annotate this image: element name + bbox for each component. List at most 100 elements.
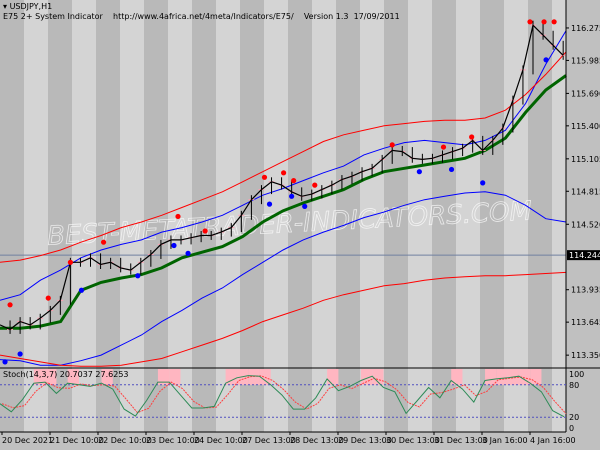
stoch-d-line (1, 375, 567, 415)
sell-signal-dot (100, 239, 107, 245)
price-tick-label: 115.400 (571, 122, 600, 131)
background-stripe (48, 0, 72, 432)
overbought-zone (485, 369, 497, 385)
overbought-zone (33, 369, 46, 385)
sell-signal-dot (7, 302, 13, 308)
sell-signal-dot (469, 134, 475, 140)
sell-signal-dot (261, 174, 268, 180)
stoch-k-line (0, 375, 565, 418)
background-stripe (480, 0, 504, 432)
sell-signal-dot (527, 19, 533, 25)
buy-signal-dot (480, 180, 486, 186)
indicator-url: http://www.4africa.net/4meta/Indicators/… (113, 12, 294, 21)
overbought-zone (225, 369, 237, 385)
buy-signal-dot (302, 203, 308, 209)
blue-indicator-line (0, 191, 567, 366)
sell-signal-dot (280, 170, 287, 176)
time-tick-label: 22 Dec 10:00 (98, 436, 152, 445)
overbought-zone (518, 369, 531, 385)
stoch-tick-label: 0 (569, 424, 574, 433)
background-stripe (120, 0, 144, 432)
overbought-zone (101, 369, 113, 385)
overbought-zone (45, 369, 57, 385)
overbought-zone (67, 369, 79, 385)
background-stripe (144, 0, 168, 432)
background-stripe (384, 0, 408, 432)
time-tick-label: 24 Dec 10:00 (194, 436, 248, 445)
symbol-text: USDJPY,H1 (9, 2, 53, 11)
symbol-label: ▾ USDJPY,H1 (3, 2, 53, 11)
background-stripe (96, 0, 120, 432)
price-tick-label: 113.645 (571, 318, 600, 327)
buy-signal-dot (289, 193, 295, 199)
blue-indicator-line (0, 30, 567, 301)
indicator-header: E75 2+ System Indicator http://www.4afri… (3, 12, 400, 21)
price-tick-label: 113.935 (571, 286, 600, 295)
background-stripe (288, 0, 312, 432)
current-price-badge (567, 250, 600, 261)
price-tick-label: 115.690 (571, 89, 600, 98)
current-price-label: 114.244 (569, 251, 600, 260)
background-stripe (192, 0, 216, 432)
price-tick-label: 115.105 (571, 155, 600, 164)
time-tick-label: 30 Dec 13:00 (386, 436, 440, 445)
stoch-label: Stoch(14,3,7) 20.7037 27.6253 (3, 370, 129, 379)
background-stripe (240, 0, 264, 432)
overbought-zone (169, 369, 181, 385)
time-tick-label: 4 Jan 16:00 (530, 436, 576, 445)
sell-signal-dot (389, 142, 395, 148)
price-line (0, 24, 564, 331)
overbought-zone (327, 369, 339, 385)
time-tick-label: 20 Dec 2021 (2, 436, 53, 445)
overbought-zone (451, 369, 463, 385)
price-tick-label: 114.815 (571, 187, 600, 196)
indicator-title: E75 2+ System Indicator (3, 12, 103, 21)
buy-signal-dot (135, 273, 141, 279)
buy-signal-dot (2, 359, 8, 365)
buy-signal-dot (185, 250, 191, 256)
time-tick-label: 31 Dec 13:00 (434, 436, 488, 445)
time-tick-label: 29 Dec 13:00 (338, 436, 392, 445)
sell-signal-dot (175, 213, 181, 220)
buy-signal-dot (448, 166, 455, 173)
sell-signal-dot (541, 19, 547, 25)
sell-signal-dot (551, 19, 557, 25)
buy-signal-dot (171, 242, 177, 249)
overbought-zone (157, 369, 170, 385)
green-indicator-line (0, 74, 567, 330)
stoch-tick-label: 80 (569, 381, 579, 390)
time-tick-label: 21 Dec 10:00 (50, 436, 104, 445)
background-stripe (312, 0, 336, 432)
background-stripe (0, 0, 24, 432)
background-stripe (456, 0, 480, 432)
overbought-zone (372, 369, 384, 385)
red-indicator-line (0, 51, 567, 263)
time-tick-label: 27 Dec 13:00 (242, 436, 296, 445)
stoch-tick-label: 20 (569, 413, 579, 422)
buy-signal-dot (78, 287, 85, 293)
price-tick-label: 116.275 (571, 24, 600, 33)
buy-signal-dot (416, 169, 422, 175)
overbought-zone (360, 369, 373, 385)
price-tick-label: 115.985 (571, 56, 600, 65)
sell-signal-dot (440, 144, 447, 150)
time-tick-label: 23 Dec 10:00 (146, 436, 200, 445)
price-tick-label: 113.350 (571, 351, 600, 360)
price-tick-label: 114.520 (571, 220, 600, 229)
background-stripe (432, 0, 456, 432)
time-axis (0, 432, 600, 450)
buy-signal-dot (266, 201, 273, 207)
background-stripe (72, 0, 96, 432)
red-indicator-line (0, 271, 567, 367)
background-stripe (336, 0, 360, 432)
overbought-zone (530, 369, 542, 385)
background-stripe (504, 0, 528, 432)
sell-signal-dot (45, 295, 51, 301)
time-tick-label: 3 Jan 16:00 (482, 436, 528, 445)
time-tick-label: 28 Dec 13:00 (290, 436, 344, 445)
sell-signal-dot (67, 259, 73, 265)
buy-signal-dot (543, 57, 549, 63)
indicator-version: Version 1.3 (303, 12, 349, 21)
axis-area (566, 0, 600, 450)
